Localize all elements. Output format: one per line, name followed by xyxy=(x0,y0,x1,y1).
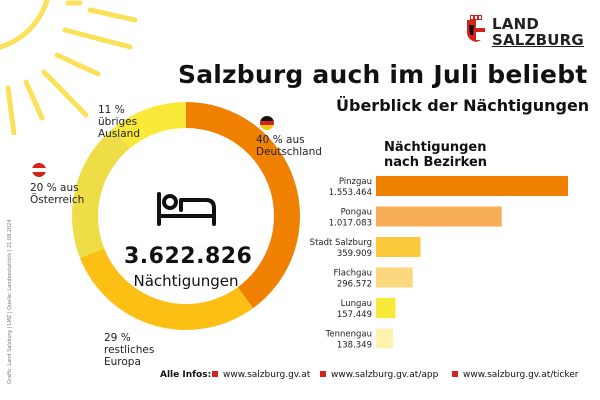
donut-slice-übriges-ausland xyxy=(113,102,186,149)
germany-flag-icon xyxy=(260,116,274,130)
bar-value-label: 1.017.083 xyxy=(329,219,372,229)
page-subtitle: Überblick der Nächtigungen xyxy=(336,96,590,115)
page-title: Salzburg auch im Juli beliebt xyxy=(178,60,588,89)
austria-flag-icon xyxy=(32,163,46,177)
bar-value-label: 157.449 xyxy=(337,310,372,320)
bar-value-label: 1.553.464 xyxy=(329,188,372,198)
bullet-square-icon xyxy=(320,371,326,377)
bar-tennengau xyxy=(376,328,394,349)
bar-pinzgau xyxy=(376,176,568,196)
slice-label-oesterreich: 20 % aus Österreich xyxy=(30,182,85,206)
donut-chart xyxy=(72,102,300,330)
total-nights-value: 3.622.826 xyxy=(124,244,253,269)
footer-link-app[interactable]: www.salzburg.gv.at/app xyxy=(320,370,438,380)
bar-value-label: 359.909 xyxy=(337,249,372,259)
bar-flachgau xyxy=(376,267,413,288)
footer-link-website[interactable]: www.salzburg.gv.at xyxy=(212,370,310,380)
donut-slice-österreich xyxy=(72,128,130,258)
bar-category-label: Pongau xyxy=(341,208,372,218)
logo-line1: LAND xyxy=(492,15,539,33)
donut-slice-restliches-europa xyxy=(80,248,254,330)
side-credit: Grafik: Land Salzburg | LMZ | Quelle: La… xyxy=(7,219,13,384)
total-nights-label: Nächtigungen xyxy=(133,272,239,290)
slice-label-restliches-europa: 29 % restliches Europa xyxy=(104,332,155,368)
bar-pongau xyxy=(376,206,502,227)
slice-label-deutschland: 40 % aus Deutschland xyxy=(256,134,322,158)
coat-of-arms-icon xyxy=(467,15,485,42)
land-salzburg-logo[interactable]: LAND SALZBURG xyxy=(466,14,584,54)
logo-line2: SALZBURG xyxy=(492,31,584,49)
bar-chart-title: Nächtigungen nach Bezirken xyxy=(384,140,488,170)
bar-value-label: 296.572 xyxy=(337,280,372,290)
bar-category-label: Lungau xyxy=(341,299,372,309)
bar-category-label: Tennengau xyxy=(325,330,372,340)
bed-icon xyxy=(156,190,218,232)
bar-category-label: Pinzgau xyxy=(339,177,372,187)
bar-value-label: 138.349 xyxy=(337,341,372,351)
bar-category-label: Stadt Salzburg xyxy=(310,238,372,248)
bar-stadt-salzburg xyxy=(376,237,421,257)
bullet-square-icon xyxy=(452,371,458,377)
slice-label-uebriges-ausland: 11 % übriges Ausland xyxy=(98,104,140,140)
bullet-square-icon xyxy=(212,371,218,377)
donut-slice-deutschland xyxy=(186,102,300,309)
footer-label: Alle Infos: xyxy=(160,370,212,380)
bar-category-label: Flachgau xyxy=(333,269,372,279)
footer-link-ticker[interactable]: www.salzburg.gv.at/ticker xyxy=(452,370,578,380)
bar-lungau xyxy=(376,298,396,318)
sun-graphic xyxy=(0,0,138,135)
